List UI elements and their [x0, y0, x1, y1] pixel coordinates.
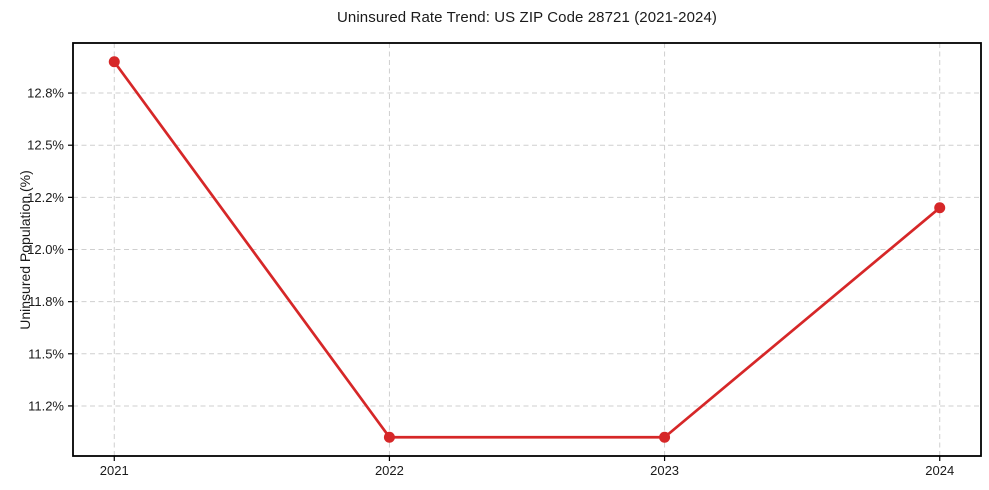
- chart-title: Uninsured Rate Trend: US ZIP Code 28721 …: [336, 9, 718, 26]
- y-tick-label: 11.8%: [28, 294, 64, 309]
- data-point-marker: [108, 56, 120, 68]
- y-tick-label: 12.8%: [27, 86, 64, 101]
- trend-line: [112, 60, 942, 439]
- x-tick-label: 2023: [650, 463, 679, 478]
- y-tick-label: 12.0%: [27, 242, 64, 257]
- x-tick-label: 2024: [925, 463, 954, 478]
- x-tick-label: 2021: [100, 463, 129, 478]
- data-point-marker: [659, 431, 671, 443]
- y-tick-label: 11.5%: [28, 346, 64, 361]
- data-point-marker: [934, 202, 946, 214]
- y-tick-label: 11.2%: [28, 398, 64, 413]
- data-point-marker: [383, 431, 395, 443]
- x-tick-label: 2022: [375, 463, 404, 478]
- y-tick-label: 12.5%: [27, 138, 64, 153]
- y-tick-label: 12.2%: [27, 190, 64, 205]
